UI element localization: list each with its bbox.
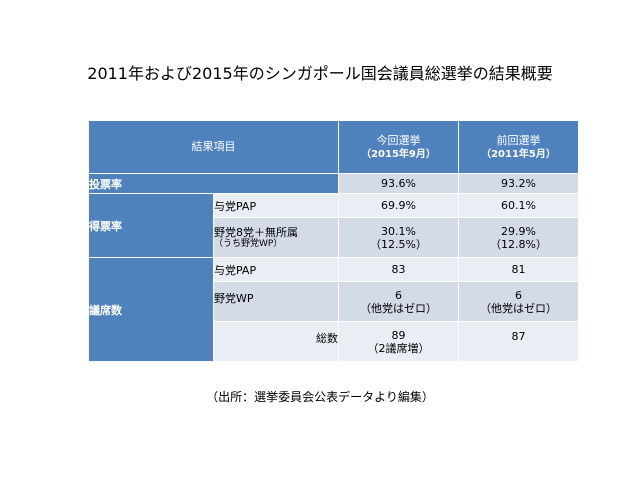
seats-opposition-previous: 6 （他党はゼロ）: [458, 281, 579, 322]
vote-opposition-current: 30.1% （12.5%）: [338, 217, 459, 258]
vote-ruling-row: 得票率 与党PAP 69.9% 60.1%: [88, 193, 579, 258]
header-item: 結果項目: [88, 120, 339, 174]
seats-label: 議席数: [88, 257, 214, 362]
turnout-label: 投票率: [88, 173, 339, 194]
vote-ruling-current: 69.9%: [338, 193, 459, 218]
header-current: 今回選挙 （2015年9月）: [338, 120, 459, 174]
turnout-current: 93.6%: [338, 173, 459, 194]
seats-ruling-previous: 81: [458, 257, 579, 282]
page-title: 2011年および2015年のシンガポール国会議員総選挙の結果概要: [87, 64, 553, 83]
vote-ruling-previous: 60.1%: [458, 193, 579, 218]
seats-ruling-current: 83: [338, 257, 459, 282]
seats-total-label: 総数: [213, 321, 339, 362]
header-row: 結果項目 今回選挙 （2015年9月） 前回選挙 （2011年5月）: [88, 120, 579, 174]
seats-opposition-label: 野党WP: [213, 281, 339, 322]
results-table: 結果項目 今回選挙 （2015年9月） 前回選挙 （2011年5月） 投票率 9…: [88, 120, 579, 362]
vote-share-label: 得票率: [88, 193, 214, 258]
vote-opposition-previous: 29.9% （12.8%）: [458, 217, 579, 258]
seats-ruling-label: 与党PAP: [213, 257, 339, 282]
seats-opposition-row: 野党WP 6 （他党はゼロ） 6 （他党はゼロ）: [89, 281, 579, 322]
vote-opposition-label: 野党8党＋無所属 （うち野党WP）: [213, 217, 339, 258]
seats-ruling-row: 議席数 与党PAP 83 81: [88, 257, 579, 362]
turnout-row: 投票率 93.6% 93.2%: [88, 173, 579, 194]
header-previous: 前回選挙 （2011年5月）: [458, 120, 579, 174]
seats-total-previous: 87: [458, 321, 579, 362]
vote-ruling-label: 与党PAP: [213, 193, 339, 218]
seats-total-row: 総数 89 （2議席増） 87: [89, 321, 579, 362]
vote-opposition-row: 野党8党＋無所属 （うち野党WP） 30.1% （12.5%） 29.9% （1…: [89, 217, 579, 258]
source-note: （出所：選挙委員会公表データより編集）: [206, 390, 434, 404]
seats-total-current: 89 （2議席増）: [338, 321, 459, 362]
seats-opposition-current: 6 （他党はゼロ）: [338, 281, 459, 322]
turnout-previous: 93.2%: [458, 173, 579, 194]
